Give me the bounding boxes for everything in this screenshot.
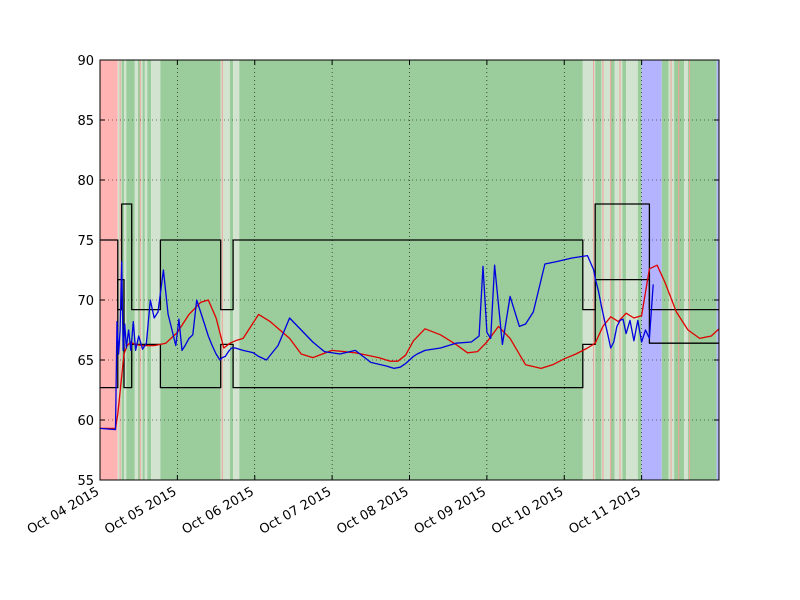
x-tick-label-4: Oct 08 2015 [334,484,411,537]
series-smoothed-temperature [100,264,719,430]
mode-band-4 [126,60,135,480]
mode-band-2 [121,60,124,480]
mode-band-9 [144,60,148,480]
series-lower-setpoint [100,278,719,389]
y-tick-label-4: 75 [77,234,94,249]
mode-band-25 [641,60,662,480]
mode-band-21 [614,60,623,480]
mode-band-31 [716,60,719,480]
y-tick-label-2: 65 [77,354,94,369]
x-tick-label-3: Oct 07 2015 [257,484,334,537]
y-tick-label-7: 90 [77,54,94,69]
mode-band-6 [137,60,141,480]
x-tick-label-2: Oct 06 2015 [180,484,257,537]
y-tick-label-6: 85 [77,114,94,129]
mode-band-20 [610,60,615,480]
mode-band-22 [622,60,627,480]
mode-band-7 [140,60,143,480]
mode-band-15 [233,60,240,480]
mode-band-8 [142,60,145,480]
mode-band-10 [147,60,152,480]
y-axis: 55 60 65 70 75 80 85 90 [77,54,719,489]
mode-band-5 [134,60,138,480]
mode-band-30 [688,60,717,480]
mode-band-23 [626,60,638,480]
mode-band-13 [220,60,230,480]
series-lines [100,203,719,431]
mode-band-0 [100,60,118,480]
y-tick-label-1: 60 [77,414,94,429]
series-temperature [100,254,654,431]
mode-band-26 [661,60,669,480]
mode-band-17 [582,60,596,480]
x-tick-label-0: Oct 04 2015 [25,484,102,537]
mode-band-11 [151,60,161,480]
x-tick-label-6: Oct 10 2015 [489,484,566,537]
mode-band-3 [123,60,127,480]
x-tick-label-7: Oct 11 2015 [567,484,644,537]
mode-band-16 [239,60,583,480]
y-tick-label-0: 55 [77,474,94,489]
mode-band-18 [595,60,602,480]
mode-band-24 [637,60,642,480]
mode-band-29 [684,60,689,480]
mode-bands [100,60,719,480]
mode-band-12 [160,60,221,480]
x-tick-label-5: Oct 09 2015 [412,484,489,537]
y-tick-label-5: 80 [77,174,94,189]
mode-band-14 [229,60,234,480]
mode-band-19 [601,60,611,480]
y-tick-label-3: 70 [77,294,94,309]
x-tick-label-1: Oct 05 2015 [102,484,179,537]
